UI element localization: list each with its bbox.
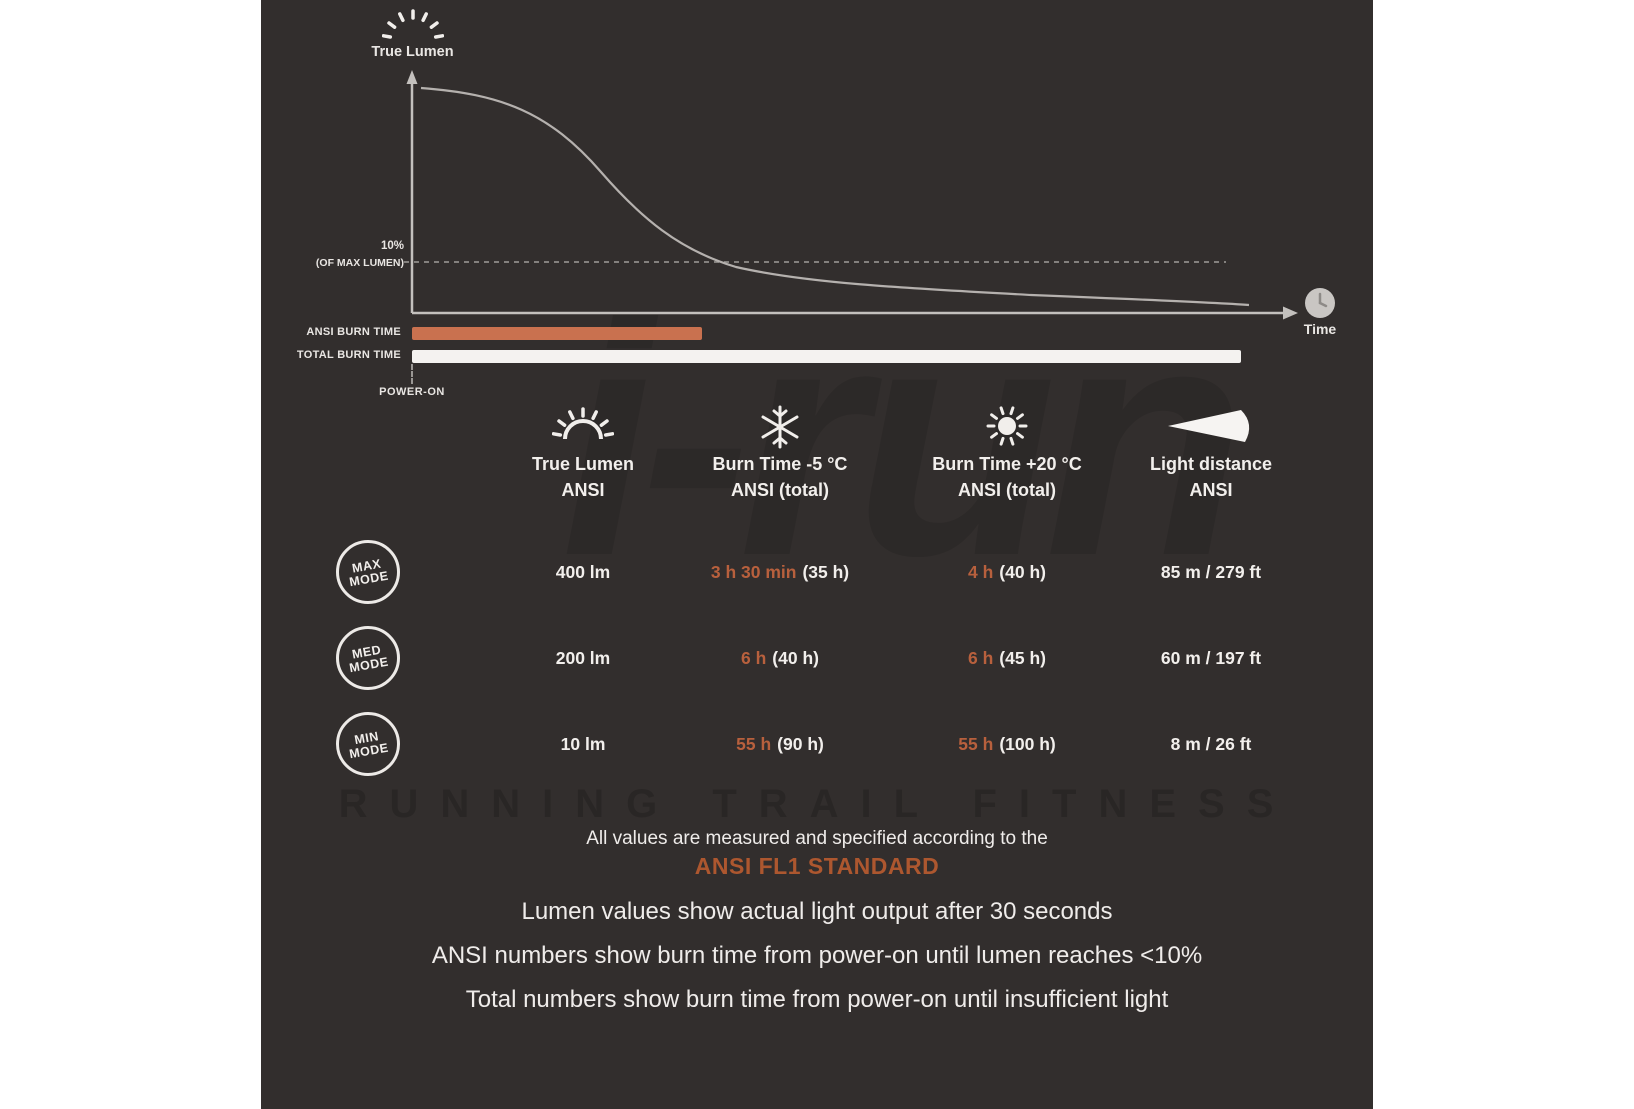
y-axis-label: True Lumen	[371, 44, 454, 60]
footer-measured-note: All values are measured and specified ac…	[586, 828, 1048, 849]
table-row-min: MIN MODE 10 lm 55 h (90 h) 55 h (100 h) …	[261, 712, 1373, 776]
light-beam-icon	[1168, 410, 1250, 442]
mode-badge-label: MAX MODE	[346, 556, 389, 588]
burn-ansi-value: 6 h	[741, 647, 767, 668]
cell-burn-warm: 4 h (40 h)	[877, 540, 1137, 604]
burn-total-value: (35 h)	[802, 561, 850, 582]
burn-ansi-value: 3 h 30 min	[710, 561, 797, 582]
column-header-sub: ANSI	[561, 480, 605, 500]
table-row-med: MED MODE 200 lm 6 h (40 h) 6 h (45 h) 60…	[261, 626, 1373, 690]
cell-burn-cold: 3 h 30 min (35 h)	[650, 540, 910, 604]
snowflake-icon	[761, 405, 799, 449]
column-header: Burn Time -5 °C	[712, 454, 848, 474]
footer-lumen-note: Lumen values show actual light output af…	[521, 898, 1113, 925]
burn-total-value: (90 h)	[777, 733, 824, 754]
cell-burn-cold: 6 h (40 h)	[650, 626, 910, 690]
total-burn-time-label: TOTAL BURN TIME	[296, 349, 401, 361]
column-header-sub: ANSI (total)	[731, 480, 829, 500]
total-burn-time-bar	[412, 350, 1241, 363]
watermark-tagline: RUNNING TRAIL FITNESS	[338, 782, 1296, 826]
footer-ansi-standard: ANSI FL1 STANDARD	[694, 853, 940, 879]
mode-badge-label: MED MODE	[346, 642, 389, 674]
cell-burn-cold: 55 h (90 h)	[650, 712, 910, 776]
footer-ansi-note: ANSI numbers show burn time from power-o…	[431, 942, 1203, 969]
column-header: True Lumen	[531, 454, 634, 474]
cell-burn-warm: 55 h (100 h)	[877, 712, 1137, 776]
column-header-sub: ANSI (total)	[958, 480, 1056, 500]
power-on-label: POWER-ON	[379, 386, 445, 398]
cell-distance: 60 m / 197 ft	[1160, 647, 1262, 668]
cell-distance: 8 m / 26 ft	[1170, 733, 1252, 754]
cell-distance: 85 m / 279 ft	[1160, 561, 1262, 582]
burn-total-value: (40 h)	[999, 561, 1046, 582]
sunrise-icon	[552, 407, 614, 440]
cell-burn-warm: 6 h (45 h)	[877, 626, 1137, 690]
lumen-decay-chart	[404, 70, 1298, 320]
burn-ansi-value: 4 h	[968, 561, 994, 582]
burn-ansi-value: 6 h	[968, 647, 994, 668]
burn-total-value: (40 h)	[772, 647, 819, 668]
clock-icon	[1305, 288, 1335, 318]
column-header: Burn Time +20 °C	[932, 454, 1082, 474]
table-row-max: MAX MODE 400 lm 3 h 30 min (35 h) 4 h (4…	[261, 540, 1373, 604]
infographic-panel: i-run RUNNING TRAIL FITNESS True Lumen	[261, 0, 1373, 1109]
x-axis-label: Time	[1303, 321, 1337, 337]
column-header: Light distance	[1149, 454, 1272, 474]
mode-badge-min: MIN MODE	[336, 712, 400, 776]
power-on-tick	[411, 364, 413, 384]
sun-icon	[986, 406, 1028, 446]
column-header-sub: ANSI	[1189, 480, 1233, 500]
sun-rays-icon	[382, 9, 444, 39]
cell-lumen: 200 lm	[555, 647, 611, 668]
cell-lumen: 10 lm	[560, 733, 606, 754]
mode-badge-med: MED MODE	[336, 626, 400, 690]
mode-badge-max: MAX MODE	[336, 540, 400, 604]
cell-lumen: 400 lm	[555, 561, 611, 582]
ansi-burn-time-label: ANSI BURN TIME	[306, 326, 401, 338]
mode-badge-label: MIN MODE	[346, 728, 389, 761]
burn-ansi-value: 55 h	[736, 733, 772, 754]
burn-ansi-value: 55 h	[958, 733, 994, 754]
threshold-sublabel: (OF MAX LUMEN)	[315, 257, 404, 269]
threshold-label: 10%	[380, 240, 404, 252]
footer-total-note: Total numbers show burn time from power-…	[465, 986, 1169, 1013]
ansi-burn-time-bar	[412, 327, 702, 340]
burn-total-value: (100 h)	[999, 733, 1056, 754]
burn-total-value: (45 h)	[999, 647, 1046, 668]
